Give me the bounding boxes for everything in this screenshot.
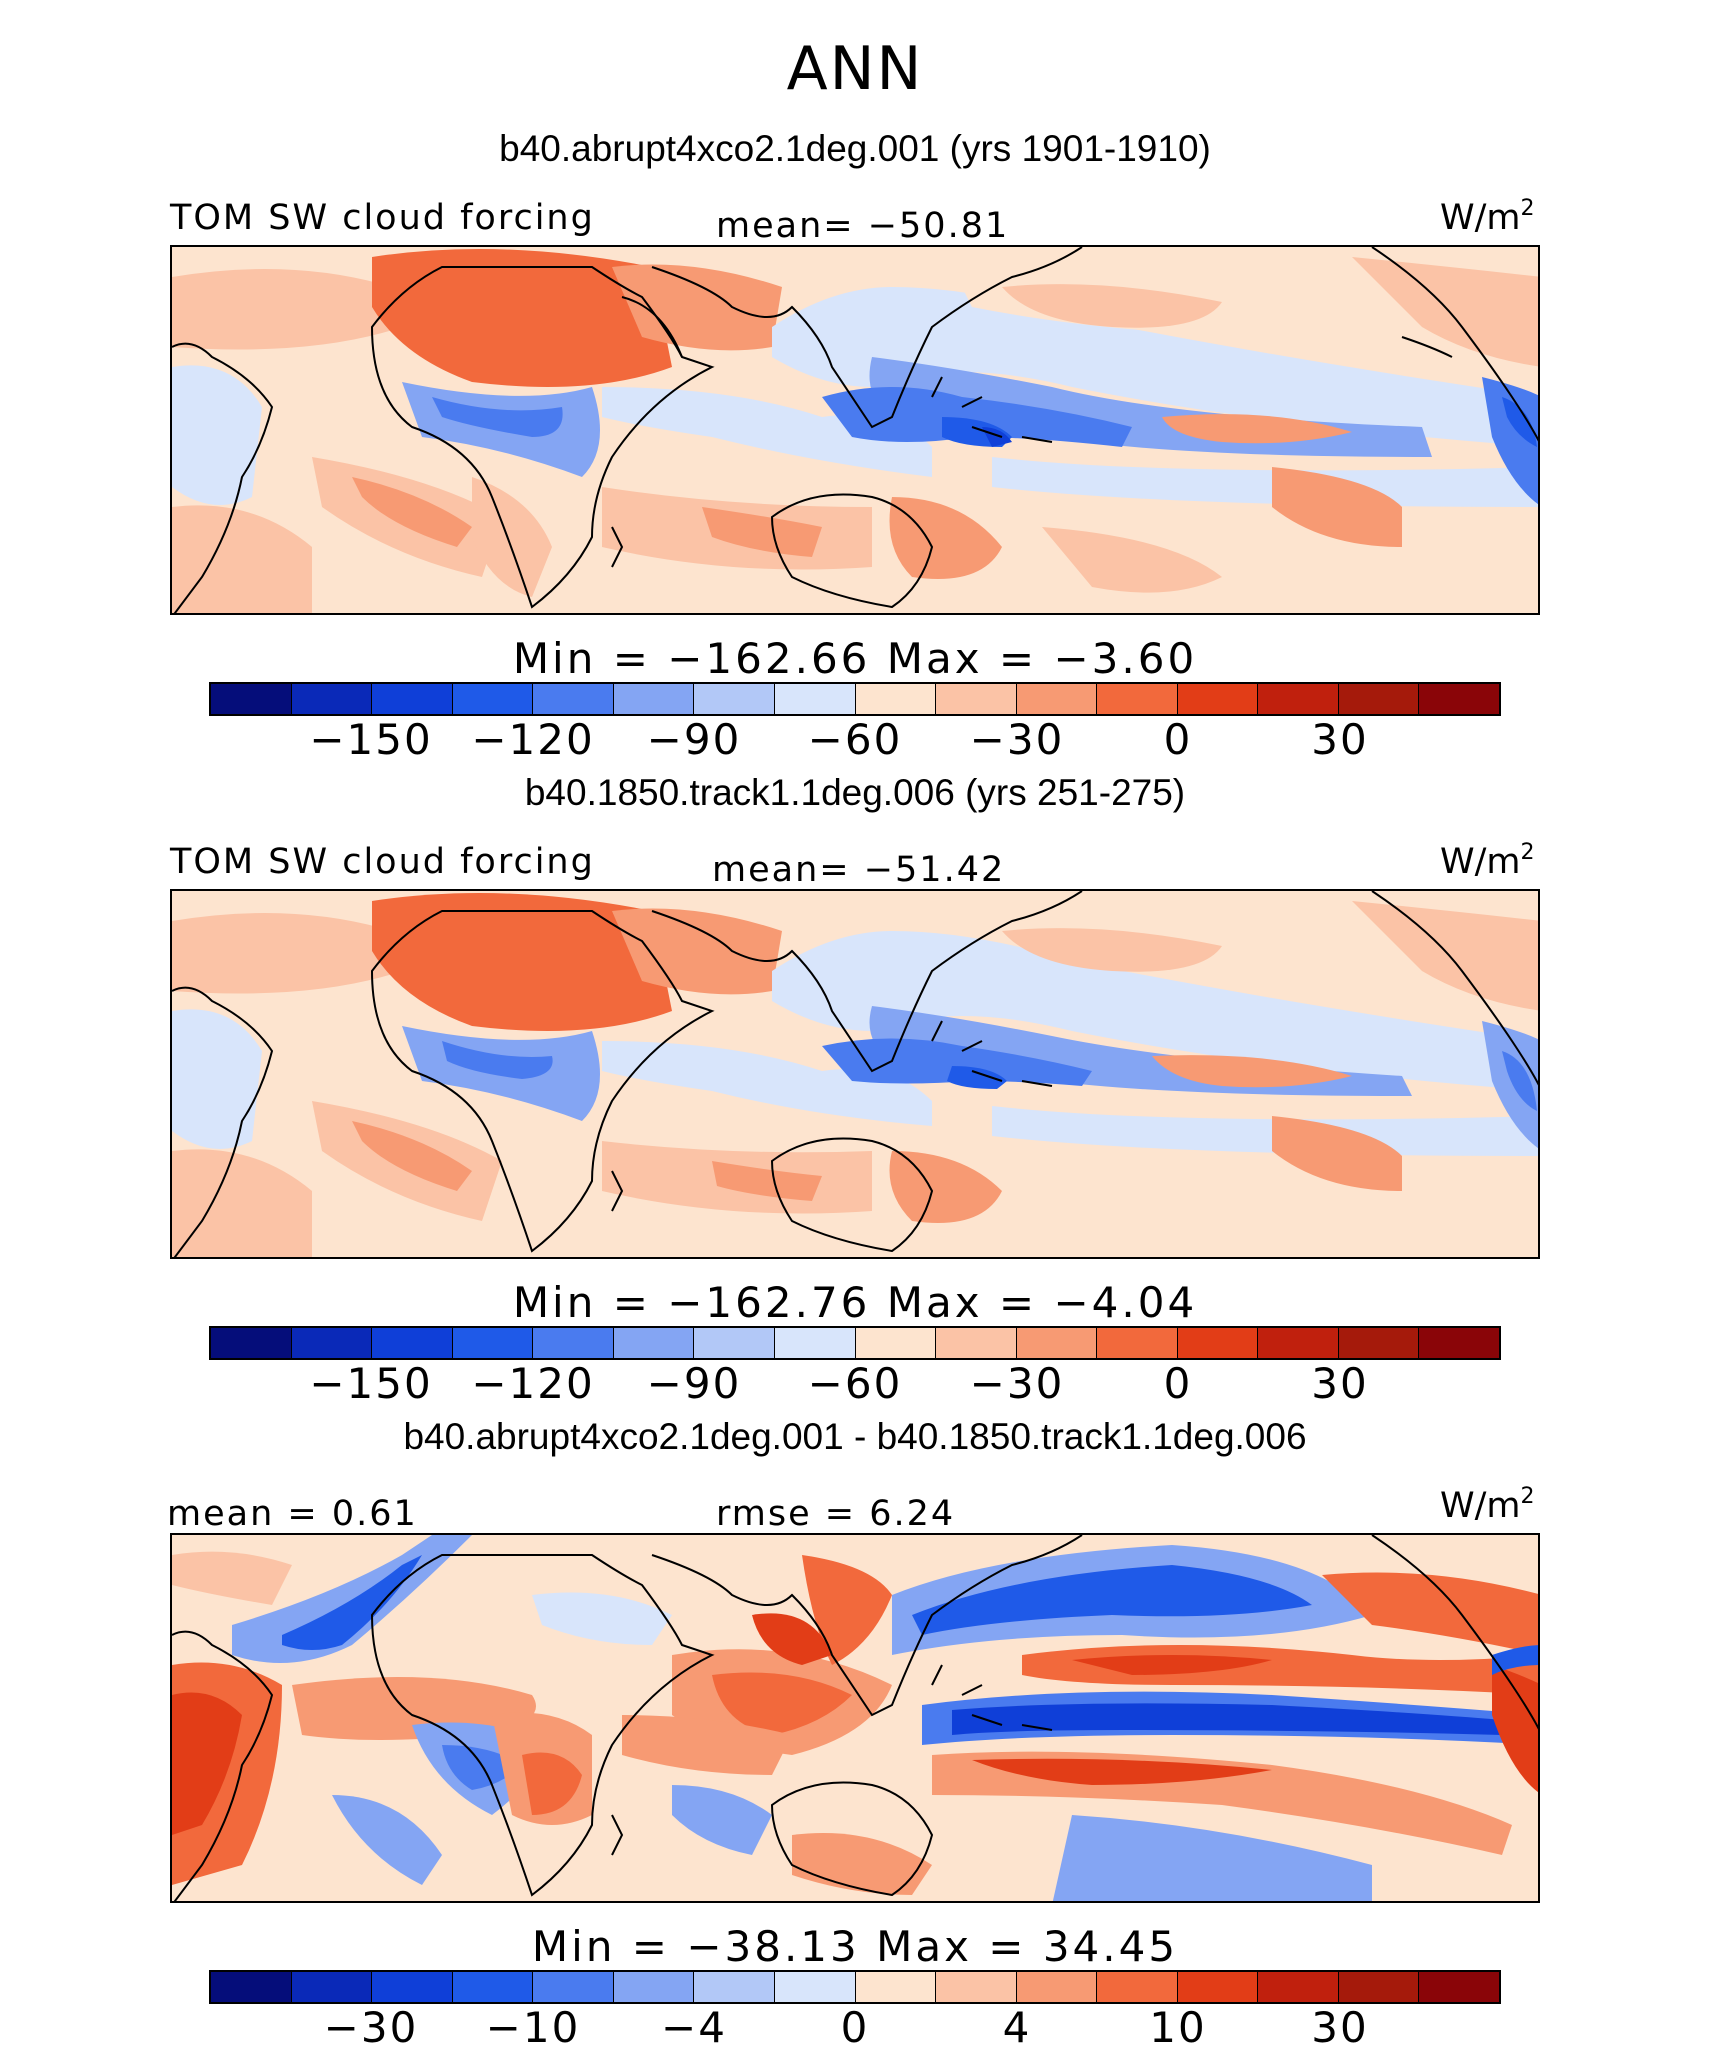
panel-2-colorbar-tick: −150 bbox=[309, 1359, 433, 1408]
colorbar-swatch bbox=[1258, 1972, 1339, 2002]
panel-3-mean-label: mean = 0.61 bbox=[167, 1494, 418, 1534]
panel-1-variable-label: TOM SW cloud forcing bbox=[170, 198, 595, 238]
colorbar-swatch bbox=[1177, 1972, 1259, 2002]
colorbar-swatch bbox=[1338, 1972, 1420, 2002]
colorbar-swatch bbox=[1097, 1972, 1178, 2002]
colorbar-swatch bbox=[372, 1328, 453, 1358]
panel-1-colorbar-tick: −60 bbox=[807, 715, 903, 764]
colorbar-swatch bbox=[452, 684, 534, 714]
colorbar-swatch bbox=[774, 684, 856, 714]
colorbar-swatch bbox=[452, 1972, 534, 2002]
colorbar-swatch bbox=[372, 684, 453, 714]
colorbar-swatch bbox=[1097, 684, 1178, 714]
colorbar-swatch bbox=[613, 1972, 695, 2002]
colorbar-swatch bbox=[855, 1972, 937, 2002]
colorbar-swatch bbox=[1338, 684, 1420, 714]
colorbar-swatch bbox=[774, 1328, 856, 1358]
panel-3-colorbar bbox=[209, 1970, 1501, 2004]
colorbar-swatch bbox=[1338, 1328, 1420, 1358]
colorbar-swatch bbox=[533, 1328, 614, 1358]
colorbar-swatch bbox=[452, 1328, 534, 1358]
colorbar-swatch bbox=[1419, 684, 1499, 714]
panel-3-colorbar-tick: −30 bbox=[323, 2003, 419, 2052]
panel-2-contour-field bbox=[172, 891, 1538, 1257]
colorbar-swatch bbox=[694, 1328, 775, 1358]
colorbar-swatch bbox=[1177, 684, 1259, 714]
colorbar-swatch bbox=[1177, 1328, 1259, 1358]
panel-3-minmax: Min = −38.13 Max = 34.45 bbox=[531, 1922, 1179, 1971]
colorbar-swatch bbox=[211, 1328, 292, 1358]
colorbar-swatch bbox=[613, 1328, 695, 1358]
colorbar-swatch bbox=[291, 1972, 373, 2002]
panel-1-colorbar bbox=[209, 682, 1501, 716]
panel-3-colorbar-tick: 10 bbox=[1149, 2003, 1207, 2052]
panel-1-colorbar-tick: −120 bbox=[471, 715, 595, 764]
panel-2-colorbar-tick: −30 bbox=[969, 1359, 1065, 1408]
colorbar-swatch bbox=[1097, 1328, 1178, 1358]
panel-1-mean-label: mean= −50.81 bbox=[716, 206, 1010, 246]
panel-3-colorbar-tick: 4 bbox=[1002, 2003, 1032, 2052]
colorbar-swatch bbox=[694, 684, 775, 714]
panel-2-colorbar-tick: −90 bbox=[646, 1359, 742, 1408]
colorbar-swatch bbox=[936, 1972, 1017, 2002]
panel-2-colorbar-tick: 0 bbox=[1163, 1359, 1193, 1408]
panel-2-colorbar-tick: −60 bbox=[807, 1359, 903, 1408]
panel-3-colorbar-tick: −10 bbox=[485, 2003, 581, 2052]
colorbar-swatch bbox=[855, 684, 937, 714]
panel-2-case-title: b40.1850.track1.1deg.006 (yrs 251-275) bbox=[524, 772, 1186, 813]
main-title: ANN bbox=[786, 34, 924, 104]
panel-3-contour-field bbox=[172, 1535, 1538, 1901]
panel-1-case-title: b40.abrupt4xco2.1deg.001 (yrs 1901-1910) bbox=[499, 128, 1211, 169]
colorbar-swatch bbox=[1258, 684, 1339, 714]
panel-2-minmax: Min = −162.76 Max = −4.04 bbox=[512, 1278, 1198, 1327]
colorbar-swatch bbox=[936, 1328, 1017, 1358]
panel-1-colorbar-tick: 30 bbox=[1311, 715, 1369, 764]
panel-1-colorbar-tick: 0 bbox=[1163, 715, 1193, 764]
panel-2-units: W/m2 bbox=[1440, 840, 1535, 882]
panel-3-colorbar-tick: 30 bbox=[1311, 2003, 1369, 2052]
colorbar-swatch bbox=[291, 684, 373, 714]
colorbar-swatch bbox=[613, 684, 695, 714]
panel-1-minmax: Min = −162.66 Max = −3.60 bbox=[512, 634, 1198, 683]
colorbar-swatch bbox=[1419, 1972, 1499, 2002]
colorbar-swatch bbox=[291, 1328, 373, 1358]
colorbar-swatch bbox=[1016, 684, 1098, 714]
panel-1-contour-field bbox=[172, 247, 1538, 613]
colorbar-swatch bbox=[533, 1972, 614, 2002]
panel-2-colorbar-tick: −120 bbox=[471, 1359, 595, 1408]
colorbar-swatch bbox=[936, 684, 1017, 714]
panel-3-colorbar-tick: −4 bbox=[661, 2003, 727, 2052]
panel-2-map bbox=[170, 889, 1540, 1259]
panel-2-colorbar bbox=[209, 1326, 1501, 1360]
colorbar-swatch bbox=[211, 684, 292, 714]
panel-2-colorbar-tick: 30 bbox=[1311, 1359, 1369, 1408]
panel-3-map bbox=[170, 1533, 1540, 1903]
colorbar-swatch bbox=[211, 1972, 292, 2002]
panel-1-units: W/m2 bbox=[1440, 196, 1535, 238]
panel-1-map bbox=[170, 245, 1540, 615]
panel-3-units: W/m2 bbox=[1440, 1484, 1535, 1526]
panel-1-colorbar-tick: −150 bbox=[309, 715, 433, 764]
panel-3-colorbar-tick: 0 bbox=[840, 2003, 870, 2052]
panel-3-case-title: b40.abrupt4xco2.1deg.001 - b40.1850.trac… bbox=[403, 1416, 1307, 1457]
panel-3-rmse-label: rmse = 6.24 bbox=[716, 1494, 956, 1534]
colorbar-swatch bbox=[694, 1972, 775, 2002]
colorbar-swatch bbox=[533, 684, 614, 714]
panel-2-variable-label: TOM SW cloud forcing bbox=[170, 842, 595, 882]
panel-1-colorbar-tick: −30 bbox=[969, 715, 1065, 764]
colorbar-swatch bbox=[1016, 1328, 1098, 1358]
colorbar-swatch bbox=[1419, 1328, 1499, 1358]
colorbar-swatch bbox=[1258, 1328, 1339, 1358]
panel-1-colorbar-tick: −90 bbox=[646, 715, 742, 764]
colorbar-swatch bbox=[774, 1972, 856, 2002]
colorbar-swatch bbox=[1016, 1972, 1098, 2002]
panel-2-mean-label: mean= −51.42 bbox=[712, 850, 1006, 890]
colorbar-swatch bbox=[855, 1328, 937, 1358]
colorbar-swatch bbox=[372, 1972, 453, 2002]
